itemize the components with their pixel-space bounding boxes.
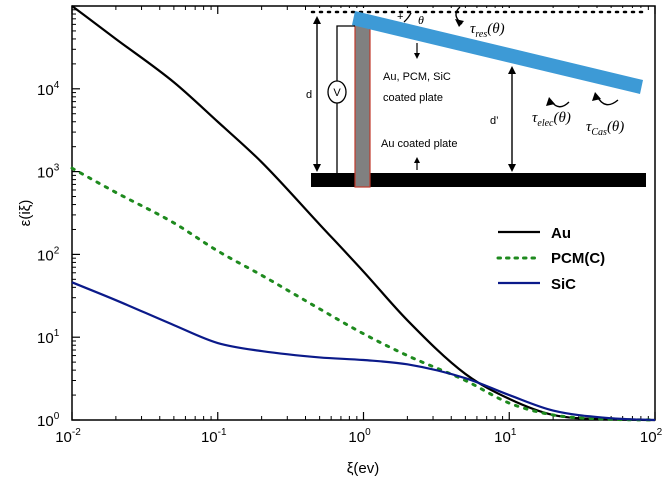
x-tick-labels: 10-2 10-1 100 101 102 — [55, 427, 662, 446]
series-line-pcm — [70, 166, 657, 422]
d-prime-arrow-head-bottom — [508, 164, 516, 172]
x-tick-label: 101 — [494, 427, 517, 446]
upper-plate-label-line1: Au, PCM, SiC — [383, 71, 451, 83]
voltage-label: V — [333, 87, 341, 99]
upper-plate-label-line2: coated plate — [383, 92, 443, 104]
x-tick-label: 100 — [348, 427, 371, 446]
lower-plate-pointer-head — [414, 157, 420, 163]
theta-label: θ — [418, 13, 424, 27]
series-layer — [70, 5, 657, 422]
tau-elec-arrow-head — [546, 97, 555, 106]
tau-res-arrow-head — [455, 19, 464, 27]
tau-elec-label: τelec(θ) — [532, 110, 571, 129]
plus-sign: + — [397, 11, 403, 23]
d-arrow-head-top — [313, 16, 321, 24]
base-plate — [311, 173, 646, 187]
d-prime-arrow-head-top — [508, 66, 516, 74]
tau-cas-arrow-head — [592, 92, 601, 101]
tau-res-label: τres(θ) — [470, 21, 505, 40]
legend: Au PCM(C) SiC — [496, 225, 605, 293]
x-tick-label: 10-2 — [55, 427, 81, 446]
x-axis-label: ξ(ev) — [347, 460, 380, 477]
inset-diagram: d V Au, PCM, SiC coated plate Au coated … — [306, 6, 647, 190]
y-tick-label: 100 — [37, 411, 60, 430]
legend-label-au: Au — [551, 225, 571, 242]
lower-plate-label: Au coated plate — [381, 138, 457, 150]
legend-label-sic: SiC — [551, 276, 576, 293]
y-tick-labels: 100 101 102 103 104 — [37, 80, 60, 430]
theta-arc — [403, 12, 412, 23]
y-tick-label: 102 — [37, 245, 60, 264]
pillar — [354, 21, 371, 188]
y-tick-label: 104 — [37, 80, 60, 99]
x-tick-label: 10-1 — [201, 427, 227, 446]
d-arrow-head-bottom — [313, 164, 321, 172]
voltage-source — [327, 80, 347, 104]
tau-cas-label: τCas(θ) — [586, 119, 624, 138]
tilted-beam — [352, 11, 643, 94]
series-line-sic — [71, 281, 656, 422]
voltage-wire — [336, 25, 355, 81]
legend-label-pcm: PCM(C) — [551, 250, 605, 267]
d-label: d — [306, 89, 312, 101]
upper-plate-pointer-head — [414, 53, 420, 59]
x-tick-label: 102 — [640, 427, 663, 446]
d-prime-label: d’ — [490, 115, 499, 127]
y-tick-label: 101 — [37, 328, 60, 347]
y-tick-label: 103 — [37, 163, 60, 182]
y-axis-label: ε(iξ) — [17, 200, 34, 227]
